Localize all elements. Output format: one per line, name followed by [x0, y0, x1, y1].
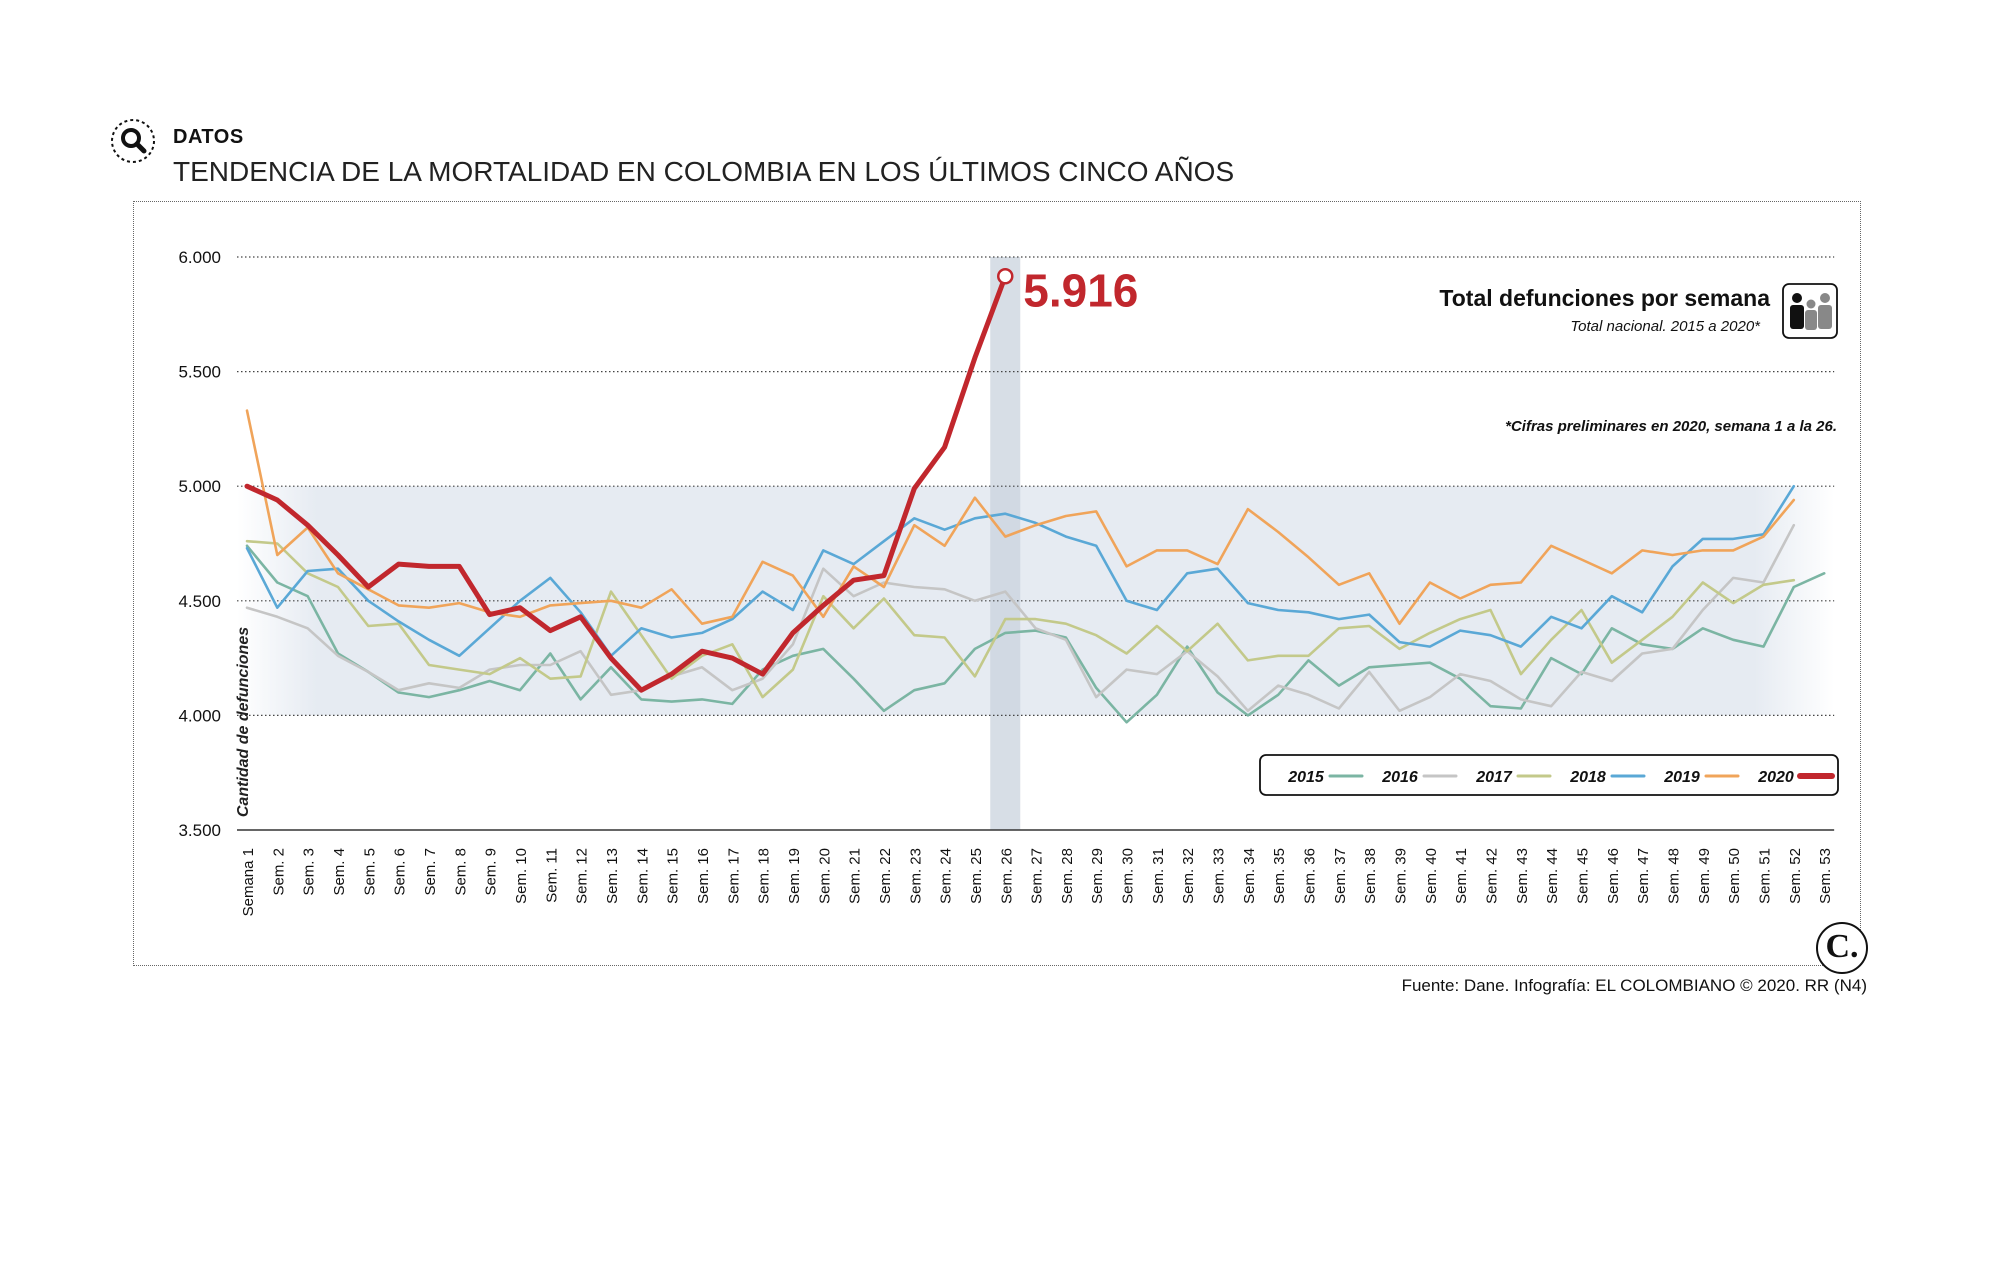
- page-title: TENDENCIA DE LA MORTALIDAD EN COLOMBIA E…: [173, 156, 1235, 187]
- x-tick-label: Sem. 8: [452, 848, 469, 896]
- reference-band: [237, 486, 1835, 716]
- x-tick-label: Sem. 24: [938, 848, 955, 904]
- y-axis-ticks: 3.500 4.000 4.500 5.000 5.500 6.000: [178, 248, 221, 840]
- highlight-point: [997, 268, 1014, 285]
- y-tick-label: 4.500: [178, 592, 221, 611]
- chart-subtitle: Total nacional. 2015 a 2020*: [1570, 318, 1761, 335]
- series-line-2015: [245, 544, 1826, 724]
- x-tick-label: Sem. 17: [725, 848, 742, 904]
- x-tick-label: Sem. 5: [361, 848, 378, 896]
- x-tick-label: Sem. 29: [1089, 848, 1106, 904]
- x-tick-label: Sem. 30: [1120, 848, 1137, 904]
- y-axis-label: Cantidad de defunciones: [235, 627, 252, 817]
- x-tick-label: Sem. 46: [1605, 848, 1622, 904]
- series-lines: [244, 273, 1826, 724]
- x-tick-label: Sem. 16: [695, 848, 712, 904]
- people-icon: [1782, 283, 1838, 339]
- x-tick-label: Sem. 13: [604, 848, 621, 904]
- x-tick-label: Sem. 34: [1241, 848, 1258, 904]
- x-tick-label: Sem. 33: [1211, 848, 1228, 904]
- x-tick-label: Sem. 14: [634, 848, 651, 904]
- legend-label: 2018: [1569, 769, 1606, 786]
- chart-note: *Cifras preliminares en 2020, semana 1 a…: [1505, 418, 1837, 435]
- y-tick-label: 5.000: [178, 477, 221, 496]
- x-tick-label: Sem. 10: [513, 848, 530, 904]
- y-tick-label: 4.000: [178, 706, 221, 725]
- series-line-2019: [245, 409, 1796, 625]
- x-tick-label: Sem. 9: [483, 848, 500, 896]
- legend-label: 2017: [1475, 769, 1513, 786]
- highlight-week-band: [990, 257, 1021, 830]
- x-tick-label: Sem. 37: [1332, 848, 1349, 904]
- source-credit: Fuente: Dane. Infografía: EL COLOMBIANO …: [1401, 976, 1867, 995]
- legend-label: 2016: [1381, 769, 1418, 786]
- search-icon: [110, 118, 156, 164]
- x-tick-label: Sem. 28: [1059, 848, 1076, 904]
- x-tick-label: Sem. 44: [1544, 848, 1561, 904]
- series-line-2017: [245, 539, 1796, 699]
- legend-label: 2020: [1757, 769, 1794, 786]
- highlight-value-label: 5.916: [1023, 264, 1138, 316]
- chart-title: Total defunciones por semana: [1439, 285, 1770, 311]
- x-tick-label: Sem. 6: [392, 848, 409, 896]
- x-tick-label: Sem. 32: [1180, 848, 1197, 904]
- grid-lines: [237, 256, 1835, 831]
- x-tick-label: Sem. 45: [1575, 848, 1592, 904]
- x-tick-label: Sem. 25: [968, 848, 985, 904]
- series-line-2020: [244, 273, 1008, 693]
- y-tick-label: 5.500: [178, 363, 221, 382]
- x-tick-label: Sem. 42: [1484, 848, 1501, 904]
- x-tick-label: Sem. 12: [574, 848, 591, 904]
- x-tick-label: Sem. 48: [1666, 848, 1683, 904]
- y-tick-label: 3.500: [178, 821, 221, 840]
- x-tick-label: Sem. 19: [786, 848, 803, 904]
- x-tick-label: Sem. 43: [1514, 848, 1531, 904]
- x-tick-label: Sem. 11: [543, 848, 560, 903]
- publisher-logo: C.: [1816, 922, 1868, 974]
- x-axis-ticks: Semana 1 Sem. 2 Sem. 3 Sem. 4 Sem. 5 Sem. 6 Se…: [240, 848, 1834, 916]
- x-tick-label: Sem. 4: [331, 848, 348, 896]
- legend-label: 2019: [1663, 769, 1700, 786]
- x-tick-label: Sem. 3: [301, 848, 318, 896]
- x-tick-label: Sem. 18: [756, 848, 773, 904]
- x-tick-label: Sem. 15: [665, 848, 682, 904]
- x-tick-label: Sem. 2: [270, 848, 287, 896]
- x-tick-label: Sem. 38: [1362, 848, 1379, 904]
- x-tick-label: Sem. 49: [1696, 848, 1713, 904]
- y-tick-label: 6.000: [178, 248, 221, 267]
- x-tick-label: Sem. 22: [877, 848, 894, 904]
- x-tick-label: Sem. 26: [998, 848, 1015, 904]
- chart-frame: [133, 201, 1861, 966]
- x-tick-label: Sem. 41: [1453, 848, 1470, 904]
- x-tick-label: Sem. 27: [1029, 848, 1046, 904]
- x-tick-label: Sem. 20: [816, 848, 833, 904]
- x-tick-label: Sem. 47: [1635, 848, 1652, 904]
- x-tick-label: Sem. 35: [1271, 848, 1288, 904]
- legend: 2015 2016 2017 2018 2019 2020: [1259, 754, 1839, 796]
- x-tick-label: Sem. 7: [422, 848, 439, 896]
- x-tick-label: Sem. 31: [1150, 848, 1167, 904]
- x-tick-label: Sem. 52: [1787, 848, 1804, 904]
- x-tick-label: Sem. 51: [1757, 848, 1774, 904]
- x-tick-label: Sem. 23: [907, 848, 924, 904]
- x-tick-label: Sem. 21: [847, 848, 864, 904]
- legend-title-block: Total defunciones por semana Total nacio…: [1439, 283, 1838, 435]
- legend-label: 2015: [1287, 769, 1325, 786]
- x-tick-label: Sem. 39: [1393, 848, 1410, 904]
- x-tick-label: Semana 1: [240, 848, 257, 916]
- x-tick-label: Sem. 53: [1817, 848, 1834, 904]
- x-tick-label: Sem. 40: [1423, 848, 1440, 904]
- x-tick-label: Sem. 50: [1726, 848, 1743, 904]
- x-tick-label: Sem. 36: [1302, 848, 1319, 904]
- section-kicker: DATOS: [173, 126, 244, 148]
- highlight-marker: 5.916: [997, 264, 1138, 316]
